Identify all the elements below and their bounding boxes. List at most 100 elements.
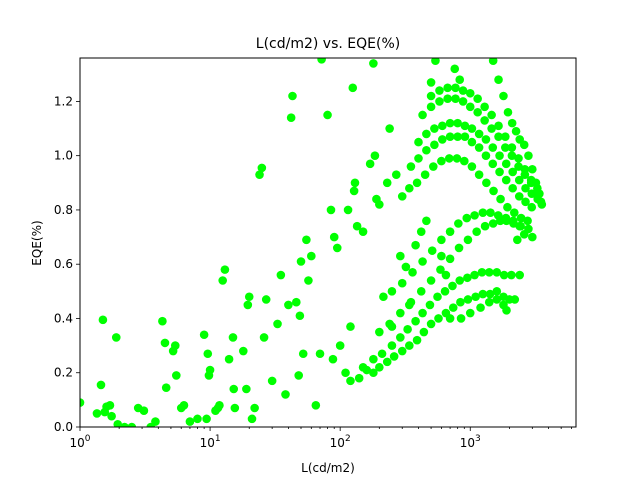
data-point (377, 349, 387, 359)
data-point (494, 75, 503, 85)
data-point (443, 94, 452, 103)
data-point (284, 300, 293, 310)
data-point (158, 316, 167, 326)
data-point (422, 145, 431, 155)
data-point (507, 143, 517, 152)
data-point (463, 273, 472, 283)
y-tick-label: 0.8 (54, 203, 73, 217)
data-point (437, 156, 446, 166)
data-point (304, 276, 313, 285)
data-point (422, 129, 431, 139)
data-point (470, 211, 479, 220)
data-point (484, 268, 494, 277)
data-point (379, 292, 388, 302)
data-point (323, 110, 332, 120)
data-point (96, 380, 106, 390)
data-point (502, 306, 511, 315)
data-point (387, 287, 397, 296)
data-point (294, 371, 304, 380)
data-point (460, 132, 470, 141)
data-point (244, 292, 254, 302)
x-tick-label: 103 (460, 434, 481, 450)
data-point (484, 297, 494, 307)
data-point (509, 208, 519, 217)
data-point (397, 192, 407, 201)
data-point (358, 363, 368, 372)
data-point (453, 118, 462, 128)
data-point (485, 289, 495, 299)
data-point (501, 132, 510, 141)
data-point (510, 295, 520, 304)
data-point (524, 151, 533, 160)
data-point (267, 376, 277, 386)
data-point (438, 121, 447, 131)
data-point (215, 400, 224, 410)
data-point (286, 113, 296, 122)
data-point (451, 94, 460, 103)
data-point (375, 363, 384, 372)
data-point (431, 58, 440, 66)
data-point (452, 154, 462, 163)
data-point (288, 91, 297, 101)
data-point (454, 219, 463, 228)
data-point (259, 333, 269, 342)
data-points (80, 58, 547, 427)
data-point (501, 213, 511, 223)
data-point (105, 400, 115, 410)
y-tick-label: 0.6 (54, 257, 73, 271)
data-point (486, 208, 495, 217)
data-point (382, 178, 392, 188)
data-point (488, 219, 498, 228)
data-point (343, 205, 353, 215)
data-point (470, 270, 479, 280)
data-point (396, 251, 405, 261)
data-point (151, 417, 160, 426)
data-point (230, 403, 240, 413)
data-point (482, 178, 491, 188)
data-point (445, 254, 455, 264)
data-point (445, 314, 455, 323)
data-point (416, 287, 426, 296)
data-point (418, 110, 427, 120)
data-point (494, 121, 503, 131)
data-point (352, 221, 362, 231)
data-point (382, 357, 392, 367)
data-point (369, 354, 378, 364)
data-point (92, 409, 102, 418)
data-point (346, 376, 355, 386)
data-point (495, 151, 504, 160)
data-point (473, 94, 482, 103)
data-point (302, 235, 311, 245)
data-point (444, 154, 454, 163)
data-point (179, 400, 189, 410)
data-point (454, 243, 464, 253)
data-point (202, 414, 211, 424)
data-point (98, 315, 108, 325)
data-point (450, 64, 460, 74)
data-point (273, 319, 282, 329)
data-point (427, 246, 437, 255)
data-point (467, 137, 477, 147)
data-point (508, 167, 517, 177)
data-point (487, 110, 496, 120)
data-point (426, 319, 436, 329)
data-point (503, 107, 513, 117)
data-point (508, 183, 517, 193)
data-point (465, 102, 475, 112)
data-point (307, 251, 316, 261)
data-point (465, 88, 475, 98)
data-point (127, 422, 137, 427)
data-point (396, 333, 405, 342)
data-point (537, 200, 547, 209)
data-point (107, 411, 116, 421)
data-point (445, 118, 455, 128)
data-point (494, 132, 503, 141)
data-point (516, 221, 525, 231)
data-point (476, 303, 485, 312)
data-point (535, 189, 544, 198)
data-point (257, 163, 267, 173)
data-point (358, 227, 368, 236)
data-point (396, 308, 405, 318)
x-tick-label: 100 (69, 434, 90, 450)
data-point (492, 287, 502, 296)
